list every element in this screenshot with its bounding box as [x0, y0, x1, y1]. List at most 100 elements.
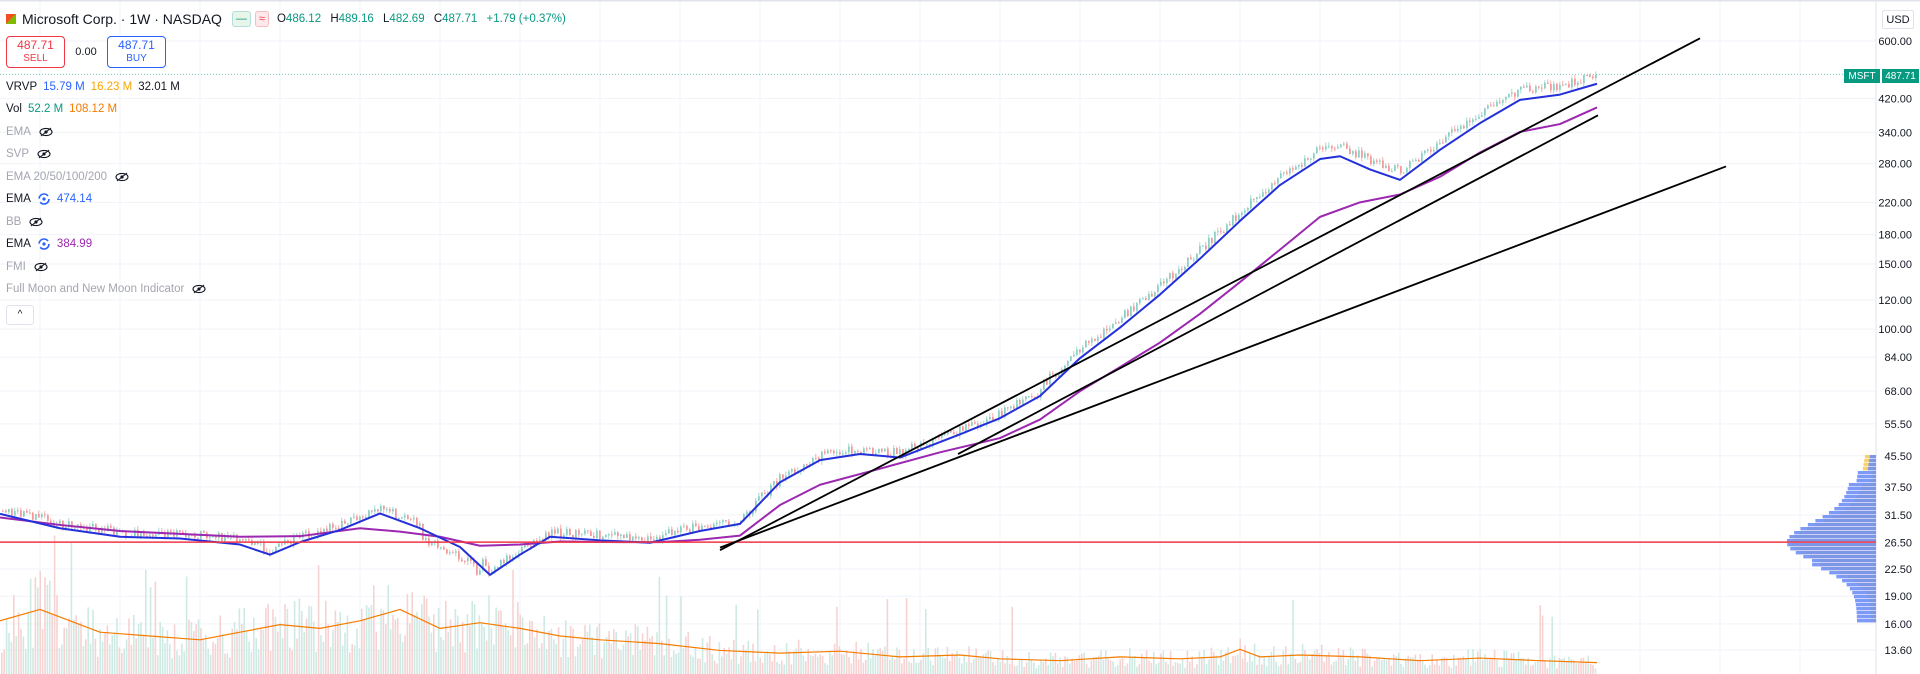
volume-bar	[1102, 660, 1105, 674]
volume-bar	[1064, 656, 1066, 674]
volume-bar	[766, 651, 769, 674]
refresh-icon[interactable]	[37, 192, 51, 206]
indicator-row[interactable]: Full Moon and New Moon Indicator	[6, 278, 572, 301]
indicator-row[interactable]: VRVP 15.79 M 16.23 M 32.01 M	[6, 76, 572, 99]
sell-button[interactable]: 487.71 SELL	[6, 35, 65, 68]
volume-bar	[1433, 664, 1436, 674]
volume-bar	[968, 646, 970, 674]
volume-bar	[1465, 659, 1467, 674]
volume-bar	[740, 656, 742, 674]
volume-profile-bar	[1787, 543, 1876, 547]
candle-body	[23, 510, 25, 517]
candle-body	[2, 510, 4, 512]
candle-body	[1196, 253, 1198, 260]
volume-bar	[706, 642, 709, 674]
hidden-eye-icon[interactable]	[37, 149, 51, 159]
candle-body	[623, 534, 625, 538]
volume-bar	[173, 624, 176, 674]
volume-bar	[757, 609, 759, 674]
volume-bar	[507, 630, 509, 674]
volume-bar	[584, 624, 586, 674]
indicator-row[interactable]: EMA 384.99	[6, 233, 572, 256]
hidden-eye-icon[interactable]	[192, 284, 206, 294]
candle-body	[1226, 224, 1228, 233]
volume-bar	[812, 656, 814, 674]
volume-bar	[1436, 660, 1438, 674]
axis-tick-label: 22.50	[1884, 564, 1912, 576]
candle-body	[566, 529, 568, 536]
candle-body	[902, 449, 904, 457]
candle-body	[1259, 196, 1261, 198]
indicator-row[interactable]: SVP	[6, 143, 572, 166]
candle-body	[1124, 310, 1126, 318]
candle-body	[269, 552, 271, 554]
candle-body	[461, 559, 463, 562]
volume-bar	[836, 606, 838, 674]
symbol-title[interactable]: Microsoft Corp. · 1W · NASDAQ	[22, 11, 222, 28]
candle-body	[410, 518, 412, 520]
candle-body	[1592, 76, 1594, 79]
candle-body	[1256, 197, 1258, 199]
volume-bar	[310, 606, 313, 674]
candle-body	[362, 516, 364, 518]
volume-bar	[476, 648, 478, 674]
indicator-row[interactable]: Vol 52.2 M 108.12 M	[6, 98, 572, 121]
price-change: +1.79 (+0.37%)	[486, 13, 566, 26]
candle-body	[1595, 74, 1597, 79]
volume-profile-bar	[1869, 455, 1876, 459]
header-row: Microsoft Corp. · 1W · NASDAQ — ≈ O486.1…	[6, 8, 572, 31]
volume-bar	[284, 604, 286, 674]
volume-bar	[617, 648, 620, 674]
candle-body	[947, 430, 949, 435]
hidden-eye-icon[interactable]	[29, 217, 43, 227]
volume-profile-bar	[1856, 479, 1876, 483]
candle-body	[1157, 285, 1159, 293]
volume-bar	[413, 614, 416, 674]
candle-body	[1295, 166, 1297, 170]
volume-bar	[934, 648, 937, 674]
indicator-value: 52.2 M	[28, 103, 64, 116]
volume-bar	[361, 608, 363, 674]
hidden-eye-icon[interactable]	[39, 127, 53, 137]
currency-selector[interactable]: USD	[1882, 10, 1914, 29]
volume-bar	[478, 615, 481, 674]
candle-body	[20, 510, 22, 517]
indicator-row[interactable]: EMA	[6, 121, 572, 144]
volume-bar	[1006, 655, 1009, 674]
hidden-eye-icon[interactable]	[34, 262, 48, 272]
indicator-row[interactable]: FMI	[6, 256, 572, 279]
volume-bar	[485, 640, 488, 674]
volume-bar	[608, 631, 610, 674]
volume-bar	[1186, 650, 1189, 674]
volume-bar	[1083, 652, 1085, 674]
hidden-eye-icon[interactable]	[115, 172, 129, 182]
candle-body	[839, 452, 841, 455]
buy-button[interactable]: 487.71 BUY	[107, 35, 166, 68]
delayed-data-icon[interactable]: ≈	[254, 11, 269, 28]
indicator-row[interactable]: EMA 20/50/100/200	[6, 166, 572, 189]
indicator-row[interactable]: EMA 474.14	[6, 188, 572, 211]
volume-bar	[1138, 663, 1141, 674]
volume-bar	[788, 651, 790, 674]
candle-body	[1268, 189, 1270, 193]
volume-bar	[277, 631, 279, 674]
candle-body	[401, 517, 403, 519]
volume-bar	[296, 638, 298, 674]
candle-body	[1289, 168, 1291, 174]
volume-bar	[973, 658, 975, 674]
candle-body	[1130, 306, 1132, 317]
market-status-icon[interactable]: —	[231, 11, 251, 28]
candle-body	[59, 520, 61, 524]
candle-body	[1022, 399, 1024, 405]
candle-body	[398, 518, 400, 520]
collapse-legend-button[interactable]: ^	[6, 304, 34, 325]
volume-bar	[181, 643, 183, 674]
refresh-icon[interactable]	[37, 237, 51, 251]
indicator-row[interactable]: BB	[6, 211, 572, 234]
volume-bar	[1383, 658, 1385, 674]
volume-bar	[1551, 616, 1553, 674]
volume-bar	[896, 647, 898, 674]
candle-body	[107, 525, 109, 531]
candle-body	[194, 534, 196, 538]
